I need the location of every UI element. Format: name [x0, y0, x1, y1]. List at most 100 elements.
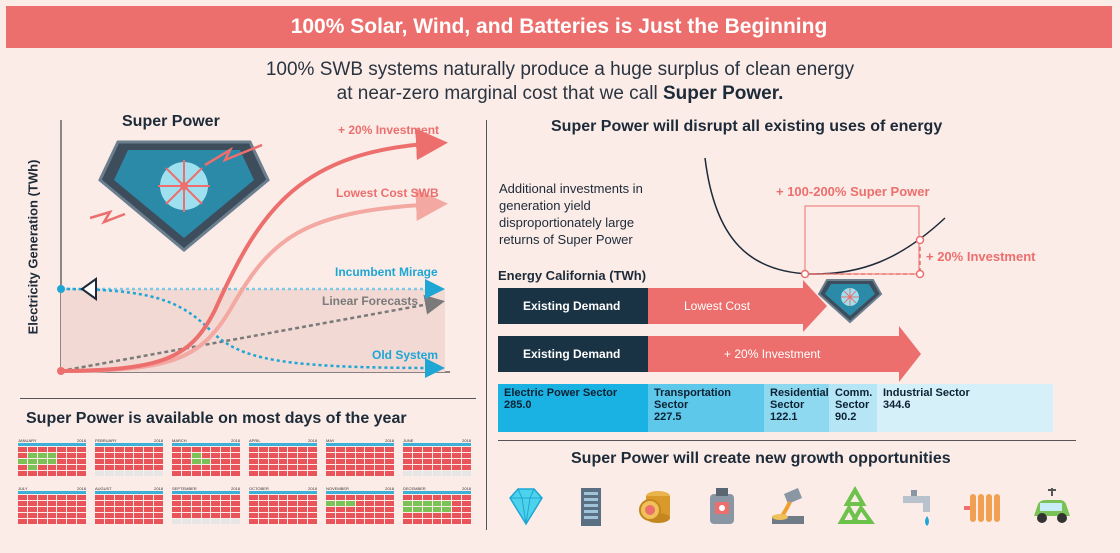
- calendar-day: [278, 453, 288, 458]
- calendar-day: [57, 465, 67, 470]
- calendar-day-grid: [403, 495, 471, 524]
- calendar-day: [432, 453, 442, 458]
- calendar-day: [172, 513, 181, 518]
- calendar-day: [288, 471, 298, 476]
- calendar-day: [191, 459, 201, 464]
- calendar-day: [231, 465, 240, 470]
- calendar-day: [104, 459, 114, 464]
- calendar-day: [288, 519, 298, 524]
- calendar-day: [144, 447, 154, 452]
- calendar-day: [201, 453, 211, 458]
- left-chart: + 20% Investment Lowest Cost SWB Incumbe…: [57, 120, 450, 378]
- calendar-day: [201, 471, 211, 476]
- mirage-area: [61, 289, 445, 372]
- investment-note: Additional investments in generation yie…: [499, 181, 643, 247]
- calendar-day: [211, 447, 221, 452]
- calendar-day: [355, 459, 365, 464]
- subtitle-line-2: at near-zero marginal cost that we call …: [0, 82, 1120, 106]
- calendar-day: [114, 495, 124, 500]
- calendar-day: [77, 447, 86, 452]
- calendar-day: [432, 465, 442, 470]
- calendar-day: [385, 519, 394, 524]
- calendar-day: [172, 501, 181, 506]
- calendar-day: [375, 513, 385, 518]
- calendar-day: [355, 453, 365, 458]
- calendar-day: [181, 453, 191, 458]
- super-power-title: Super Power: [122, 113, 220, 130]
- calendar-day: [27, 459, 37, 464]
- calendar-day: [345, 471, 355, 476]
- calendar-day: [18, 471, 27, 476]
- subtitle-line-2-bold: Super Power.: [662, 83, 784, 104]
- calendar-day: [27, 519, 37, 524]
- calendar-day: [278, 495, 288, 500]
- calendar-day: [104, 465, 114, 470]
- calendar-month: FEBRUARY 2018: [95, 438, 163, 480]
- calendar-month-name: DECEMBER: [403, 486, 426, 491]
- calendar-day: [288, 447, 298, 452]
- calendar-day: [335, 465, 345, 470]
- calendar-day: [385, 513, 394, 518]
- calendar-day: [37, 501, 47, 506]
- calendar-day: [412, 495, 422, 500]
- calendar-month-name: NOVEMBER: [326, 486, 349, 491]
- calendar-day: [355, 513, 365, 518]
- super-power-curve: [704, 157, 946, 279]
- calendar-day: [345, 513, 355, 518]
- calendar-month: NOVEMBER 2018: [326, 486, 394, 528]
- calendar-day: [268, 465, 278, 470]
- calendar-month-name: MARCH: [172, 438, 187, 443]
- diamond-icon: [509, 488, 543, 526]
- calendar-day: [18, 453, 27, 458]
- calendar-day: [67, 513, 77, 518]
- calendar-day: [345, 519, 355, 524]
- calendar-day: [335, 501, 345, 506]
- calendar-day: [47, 513, 57, 518]
- calendar-day: [47, 507, 57, 512]
- calendar-day: [201, 507, 211, 512]
- calendar-section-title: Super Power is available on most days of…: [26, 410, 407, 427]
- calendar-day: [345, 459, 355, 464]
- calendar-day: [385, 459, 394, 464]
- calendar-day: [47, 447, 57, 452]
- recycle-icon: [837, 485, 875, 524]
- calendar-day: [452, 519, 462, 524]
- calendar-day: [452, 495, 462, 500]
- calendar-day: [181, 507, 191, 512]
- bar2-existing: Existing Demand: [498, 336, 648, 372]
- calendar-day: [326, 465, 335, 470]
- calendar-day: [191, 495, 201, 500]
- calendar-day: [462, 495, 471, 500]
- calendar-day: [365, 447, 375, 452]
- calendar-day: [201, 447, 211, 452]
- calendar-day: [211, 471, 221, 476]
- calendar-day: [172, 495, 181, 500]
- calendar-day: [77, 495, 86, 500]
- super-power-shield-icon: [89, 140, 270, 252]
- calendar-day: [77, 501, 86, 506]
- calendar-day: [172, 465, 181, 470]
- calendar-day: [18, 459, 27, 464]
- calendar-day: [134, 495, 144, 500]
- calendar-day: [278, 519, 288, 524]
- calendar-day: [462, 465, 471, 470]
- calendar-day: [355, 447, 365, 452]
- cost-curve: [704, 157, 946, 275]
- calendar-weekday-bar: [18, 443, 86, 446]
- linear-forecast-line: [60, 294, 445, 373]
- calendar-day: [442, 465, 452, 470]
- calendar-day: [258, 519, 268, 524]
- calendar-day: [268, 453, 278, 458]
- calendar-day: [422, 507, 432, 512]
- calendar-day: [95, 471, 104, 476]
- calendar-day: [432, 471, 442, 476]
- calendar-day: [335, 447, 345, 452]
- calendar-day: [268, 501, 278, 506]
- calendar-day: [154, 465, 163, 470]
- calendar-day: [249, 519, 258, 524]
- calendar-month-year: 2018: [308, 486, 317, 491]
- calendar-day: [124, 513, 134, 518]
- calendar-weekday-bar: [95, 443, 163, 446]
- sector-segment: Electric Power Sector 285.0: [498, 384, 648, 432]
- calendar-day: [326, 471, 335, 476]
